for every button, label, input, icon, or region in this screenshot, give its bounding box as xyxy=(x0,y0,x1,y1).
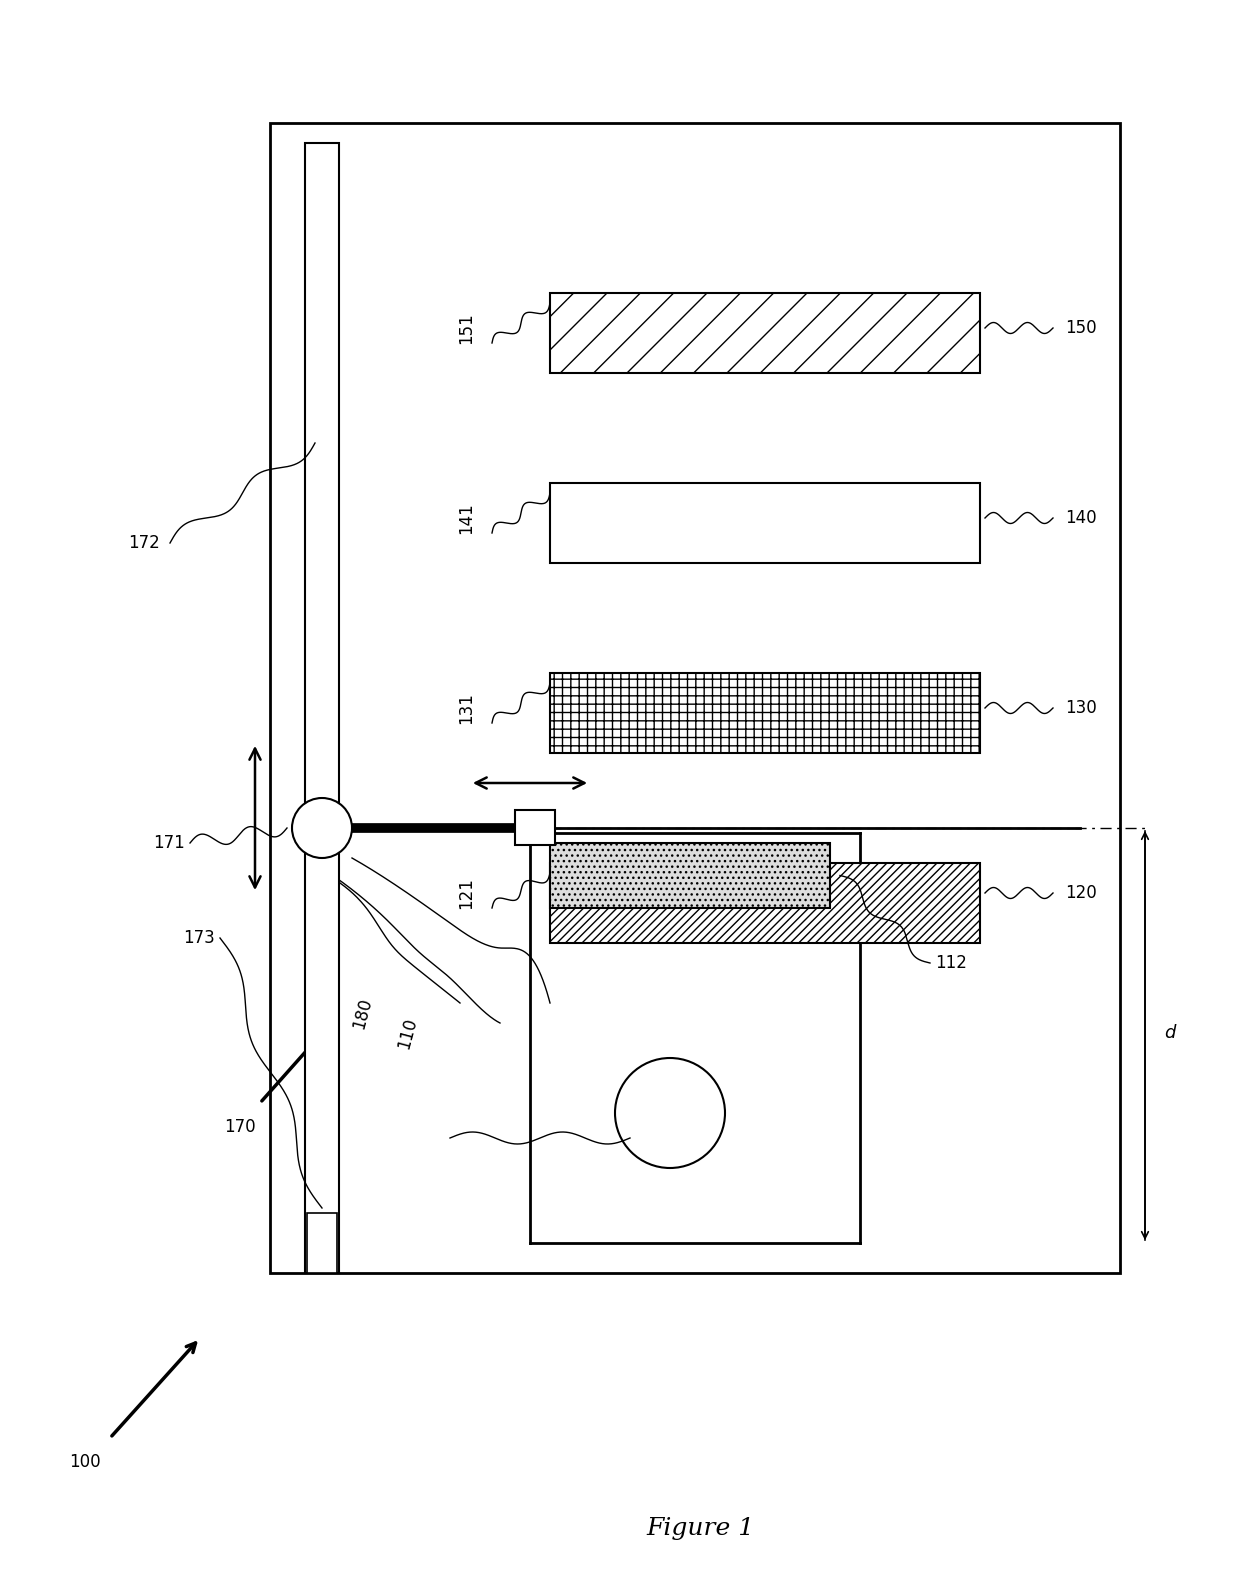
Circle shape xyxy=(615,1058,725,1168)
Text: 180: 180 xyxy=(350,996,374,1031)
Text: 131: 131 xyxy=(458,691,475,723)
Bar xyxy=(305,143,339,1273)
Bar xyxy=(308,1212,337,1273)
Text: 170: 170 xyxy=(224,1118,255,1136)
Text: Figure 1: Figure 1 xyxy=(646,1517,754,1539)
Text: 112: 112 xyxy=(935,954,967,972)
Text: 121: 121 xyxy=(458,878,475,910)
Text: 171: 171 xyxy=(154,835,185,852)
Text: 130: 130 xyxy=(1065,699,1096,717)
Bar xyxy=(551,293,980,373)
Text: 110: 110 xyxy=(394,1015,420,1051)
Text: 140: 140 xyxy=(1065,510,1096,527)
Bar xyxy=(270,123,1120,1273)
Text: 120: 120 xyxy=(1065,884,1096,902)
Text: d: d xyxy=(1164,1024,1176,1042)
Bar xyxy=(551,863,980,943)
Bar xyxy=(515,809,556,844)
Bar xyxy=(551,843,830,908)
Text: 100: 100 xyxy=(69,1453,100,1470)
Text: 160: 160 xyxy=(305,970,330,1005)
Text: 141: 141 xyxy=(458,502,475,534)
Bar xyxy=(551,483,980,562)
Text: 173: 173 xyxy=(184,929,215,946)
Bar xyxy=(551,672,980,753)
Text: 172: 172 xyxy=(128,534,160,553)
Text: 150: 150 xyxy=(1065,319,1096,338)
Text: 151: 151 xyxy=(458,312,475,344)
Circle shape xyxy=(291,798,352,859)
